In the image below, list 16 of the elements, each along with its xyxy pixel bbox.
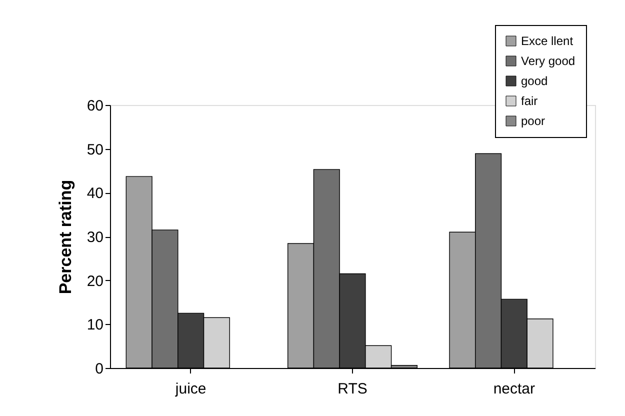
- legend-label: good: [521, 74, 548, 88]
- y-axis-title: Percent rating: [56, 180, 75, 294]
- x-tick-label: nectar: [493, 380, 536, 398]
- legend-label: Very good: [521, 54, 576, 68]
- legend-label: poor: [521, 114, 546, 128]
- y-tick-label: 20: [86, 272, 104, 290]
- legend-label: Exce llent: [521, 34, 574, 48]
- y-tick-label: 40: [86, 185, 104, 202]
- x-tick-label: RTS: [338, 380, 368, 398]
- y-tick-label: 0: [95, 360, 104, 378]
- y-tick-label: 60: [86, 98, 104, 114]
- legend-label: fair: [521, 94, 538, 108]
- y-tick-label: 10: [86, 316, 104, 334]
- x-tick-label: juice: [174, 380, 206, 398]
- y-tick-label: 50: [86, 141, 104, 158]
- y-tick-label: 30: [86, 229, 104, 246]
